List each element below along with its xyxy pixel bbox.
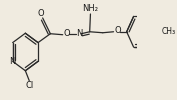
Text: NH₂: NH₂ [82, 4, 98, 13]
Text: O: O [38, 8, 44, 18]
Text: N: N [9, 57, 15, 66]
Text: N: N [76, 29, 82, 38]
Text: Cl: Cl [26, 81, 34, 90]
Text: O: O [63, 29, 70, 38]
Text: O: O [114, 26, 121, 35]
Text: CH₃: CH₃ [162, 27, 176, 36]
